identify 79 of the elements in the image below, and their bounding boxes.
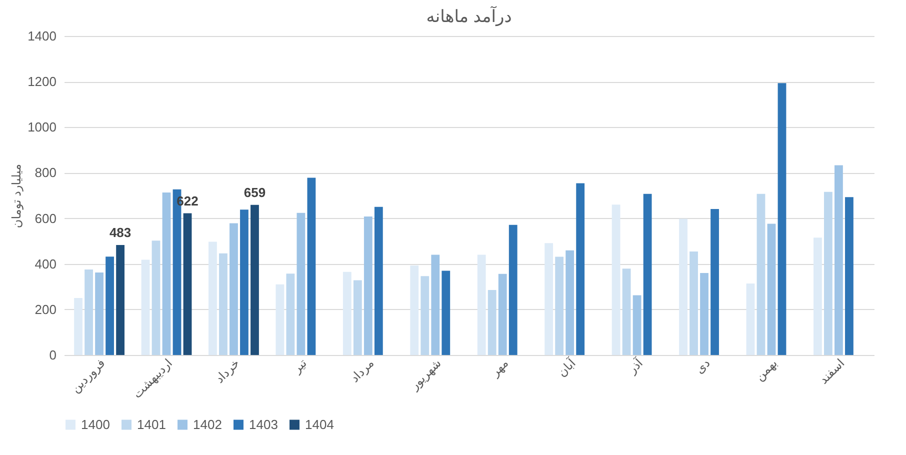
bar [106,256,114,355]
bar [152,240,160,355]
x-tick-label: خرداد [212,356,242,386]
bar [286,274,295,355]
bar [342,272,352,355]
bar [296,212,306,355]
bar [488,290,496,355]
bar [162,192,171,355]
bar [420,276,430,355]
y-tick-label: 400 [34,256,56,272]
data-label: 483 [109,224,132,240]
x-tick-label: اسفند [816,356,848,387]
x-tick-label: بهمن [752,356,780,384]
bar [566,250,574,355]
bar [442,270,450,355]
bar [95,272,104,355]
bar [746,283,755,355]
x-tick-label: آذر [624,354,646,377]
x-tick-label: دی [692,356,713,376]
bar [690,252,698,355]
y-tick-label: 200 [34,302,56,317]
bar [219,253,228,355]
data-label: 659 [244,184,266,200]
y-axis-title: میلیارد تومان [10,164,24,228]
bar [353,280,362,355]
bar [477,254,486,355]
x-tick-label: شهریور [406,356,444,394]
x-tick-label: تیر [289,356,310,376]
legend-label: 1401 [137,416,166,432]
bar [410,265,419,355]
legend-label: 1403 [249,416,278,432]
bar [576,183,585,355]
bar [276,284,284,355]
x-tick-label: مهر [487,356,512,380]
bar [679,218,688,355]
bar [710,208,719,355]
bar [208,242,217,355]
bar [544,243,554,355]
bar [84,270,93,355]
legend-label: 1404 [305,416,334,432]
y-tick-label: 0 [49,348,56,362]
bar [183,213,192,355]
bar [622,268,631,355]
bar [431,254,440,355]
bar [240,210,248,355]
y-tick-label: 600 [34,210,56,226]
y-tick-label: 800 [34,165,56,180]
bar [116,244,124,355]
chart-title: درآمد ماهانه [426,6,512,27]
bar [141,260,150,355]
y-tick-label: 1400 [28,28,56,44]
bar [845,197,854,355]
bar [230,223,238,355]
bar [834,165,843,355]
bar [364,216,372,355]
bar [74,298,82,355]
legend-label: 1400 [81,416,110,432]
bar [767,224,776,355]
bar [824,192,832,355]
bar [643,194,652,355]
x-tick-label: اردیبهشت [130,356,175,401]
x-tick-label: آبان [554,354,579,380]
bar [700,272,708,355]
bar [250,204,259,355]
bar [778,83,786,355]
bar [612,204,620,355]
x-tick-label: فروردین [68,356,108,396]
bar [814,238,822,355]
bar [374,206,383,355]
legend-label: 1402 [193,416,222,432]
bar [632,295,642,355]
bar [555,256,564,355]
bar [508,224,518,355]
bar [756,194,766,355]
x-tick-label: مرداد [348,356,377,386]
y-tick-label: 1200 [28,74,56,90]
y-tick-label: 1000 [28,120,56,135]
bar [498,274,507,355]
bar [307,178,316,355]
